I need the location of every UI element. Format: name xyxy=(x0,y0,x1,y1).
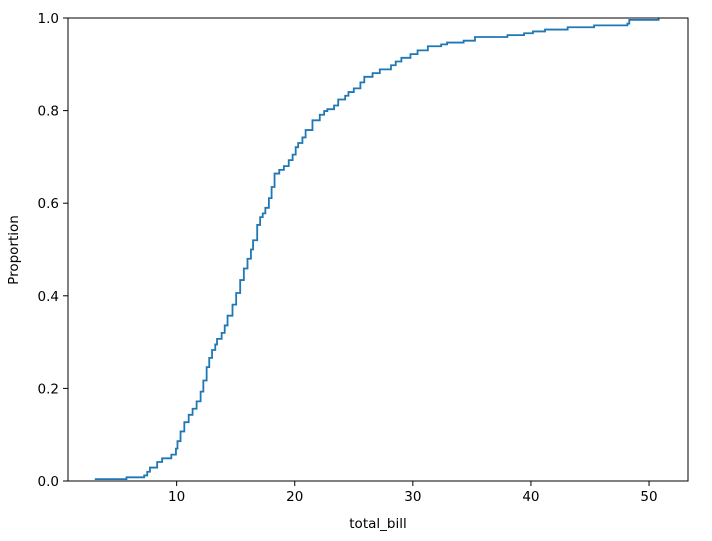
y-tick-label: 0.0 xyxy=(38,474,59,490)
y-tick-label: 0.4 xyxy=(38,289,59,305)
y-tick-label: 0.8 xyxy=(38,104,59,120)
plot-frame xyxy=(67,17,689,482)
x-tick-label: 20 xyxy=(286,489,303,505)
x-tick-label: 50 xyxy=(640,489,657,505)
series-layer xyxy=(94,18,660,481)
x-tick-label: 10 xyxy=(168,489,185,505)
x-axis-label: total_bill xyxy=(349,516,406,532)
y-tick-label: 0.6 xyxy=(38,196,59,212)
y-tick-label: 0.2 xyxy=(38,381,59,397)
y-axis: 0.0 0.2 0.4 0.6 0.8 1.0 xyxy=(38,11,68,490)
x-tick-label: 40 xyxy=(522,489,539,505)
ecdf-series-line xyxy=(94,18,660,481)
y-tick-label: 1.0 xyxy=(38,11,59,27)
x-tick-label: 30 xyxy=(404,489,421,505)
plot-background xyxy=(68,18,688,481)
x-axis: 10 20 30 40 50 xyxy=(168,481,658,505)
y-axis-label: Proportion xyxy=(6,215,22,285)
